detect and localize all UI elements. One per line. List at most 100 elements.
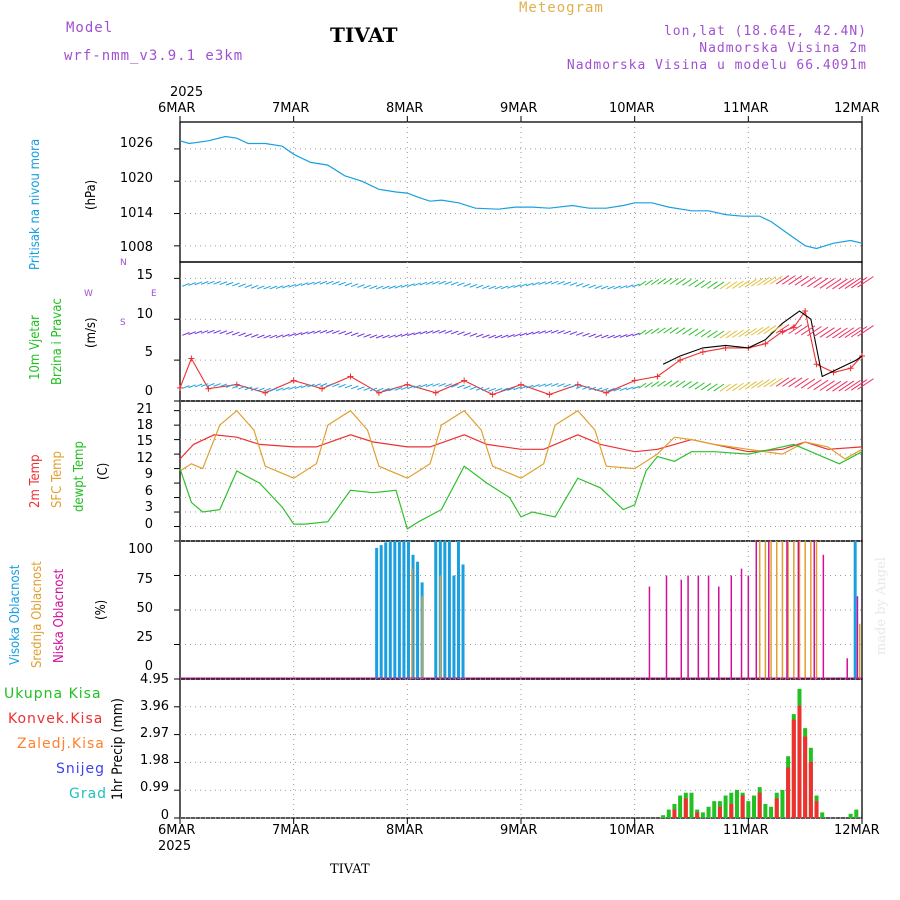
wind-speed-marker — [347, 373, 354, 380]
cloud-bar — [687, 575, 689, 679]
wind-barb — [319, 280, 328, 285]
cloud-mid-label: Srednja Oblacnost — [30, 561, 45, 668]
time-label-top: 9MAR — [500, 101, 538, 116]
wind-barb — [325, 383, 334, 387]
cloud-bar — [758, 541, 761, 679]
wind-barb — [200, 383, 209, 387]
wind-barb — [375, 334, 384, 339]
wind-barb — [225, 281, 234, 286]
wind-barb — [238, 385, 246, 390]
cloud-bar — [755, 541, 758, 679]
cloud-bar — [411, 554, 415, 679]
wind-speed-marker — [546, 391, 553, 398]
wind-barb — [413, 384, 421, 389]
wind-barb — [532, 330, 540, 335]
wind-barb — [363, 333, 371, 338]
wind-unit: (m/s) — [84, 317, 99, 348]
wind-barb — [619, 334, 628, 338]
wind-barb — [794, 324, 809, 335]
wind-barb — [457, 384, 465, 389]
wind-barb — [438, 383, 446, 387]
wind-barb — [294, 332, 303, 336]
precip-tick-label: 0 — [160, 808, 169, 823]
wind-gust-line — [662, 310, 863, 378]
wind-barb — [263, 387, 271, 392]
wind-barb — [294, 385, 303, 390]
wind-barb — [400, 333, 409, 337]
wind-barb — [538, 330, 546, 335]
wind-barb — [269, 285, 278, 290]
wind-speed-marker — [677, 357, 684, 364]
cloud-bar — [697, 575, 700, 679]
temp-line-dewpt-temp — [179, 443, 863, 530]
model-name: wrf-nmm_v3.9.1 e3km — [64, 48, 244, 64]
wind-barb — [413, 282, 421, 287]
wind-barb — [525, 331, 534, 336]
wind-barb — [538, 383, 546, 388]
wind-barb — [582, 332, 590, 337]
wind-speed-marker — [177, 384, 183, 391]
wind-barb — [307, 281, 315, 286]
wind-barb — [769, 377, 783, 387]
wind-barb — [219, 330, 228, 335]
time-label-bottom: 10MAR — [609, 823, 655, 838]
wind-barb — [744, 327, 757, 337]
cloud-bar — [648, 586, 651, 679]
precip-bar — [706, 806, 711, 818]
wind-barb — [463, 332, 471, 336]
wind-barb — [482, 387, 490, 392]
wind-barb — [244, 284, 253, 289]
precip-bar — [820, 812, 825, 818]
wind-barb — [519, 385, 528, 390]
wind-barb — [488, 387, 496, 392]
wind-barb — [600, 285, 609, 290]
wind-barb — [857, 378, 874, 390]
wind-barb — [819, 380, 835, 391]
wind-barb — [850, 277, 868, 289]
wind-barb — [757, 325, 770, 335]
wind-barb — [344, 384, 353, 389]
wind-barb — [819, 278, 835, 289]
legend-freezing-rain: Zaledj.Kisa — [17, 736, 105, 752]
cloud-bar — [665, 575, 668, 679]
cloud-bar — [434, 541, 438, 679]
wind-barb — [382, 387, 390, 392]
wind-barb — [432, 383, 440, 387]
wind-barb — [638, 382, 647, 389]
wind-barb — [469, 284, 478, 288]
cloud-low-label: Niska Oblacnost — [52, 568, 67, 663]
wind-barb — [700, 280, 712, 289]
wind-barb — [819, 327, 835, 338]
wind-barb — [675, 278, 686, 286]
time-label-top: 12MAR — [834, 101, 880, 116]
wind-barb — [432, 280, 440, 285]
cloud-bar — [461, 564, 465, 679]
cloud-bar — [443, 541, 447, 679]
cloud-bar — [815, 541, 818, 679]
wind-barb — [582, 283, 590, 288]
wind-barb — [475, 333, 484, 338]
wind-barb — [250, 284, 259, 289]
wind-barb — [188, 331, 196, 335]
temp-tick-label: 21 — [136, 402, 153, 417]
precip-bar — [678, 795, 683, 818]
wind-barb — [457, 331, 465, 336]
wind-barb — [232, 384, 240, 389]
wind-barb — [644, 328, 653, 335]
wind-barb — [613, 387, 622, 392]
wind-barb — [700, 382, 712, 391]
cloud-bar — [456, 541, 460, 679]
wind-barb — [244, 333, 253, 338]
cloud-bar — [416, 561, 420, 679]
temp-line-sfc-temp — [179, 409, 863, 479]
wind-barb — [275, 387, 284, 392]
elevation-label: Nadmorska Visina 2m — [699, 41, 867, 56]
year-label-bottom: 2025 — [158, 839, 192, 854]
precip-bar — [797, 705, 802, 818]
wind-barb — [182, 282, 190, 287]
precip-bar — [814, 801, 819, 818]
precip-bar — [746, 801, 751, 818]
wind-barb — [375, 387, 384, 392]
wind-barb — [569, 331, 578, 335]
